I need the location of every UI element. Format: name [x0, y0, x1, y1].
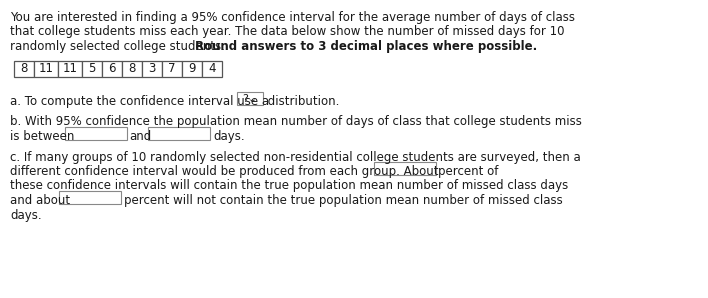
Text: ?⌄: ?⌄ [242, 94, 257, 103]
Text: these confidence intervals will contain the true population mean number of misse: these confidence intervals will contain … [10, 179, 569, 193]
Text: You are interested in finding a 95% confidence interval for the average number o: You are interested in finding a 95% conf… [10, 11, 575, 24]
Bar [82, 60, 102, 77]
Text: randomly selected college students.: randomly selected college students. [10, 40, 229, 53]
Text: that college students miss each year. The data below show the number of missed d: that college students miss each year. Th… [10, 26, 564, 38]
Bar [102, 60, 122, 77]
Text: different confidence interval would be produced from each group. About: different confidence interval would be p… [10, 165, 438, 178]
Text: 7: 7 [169, 62, 176, 75]
Text: distribution.: distribution. [263, 95, 339, 108]
Bar [148, 127, 210, 140]
Text: 11: 11 [62, 62, 77, 75]
Text: 3: 3 [148, 62, 156, 75]
Text: c. If many groups of 10 randomly selected non-residential college students are s: c. If many groups of 10 randomly selecte… [10, 150, 581, 164]
Text: days.: days. [10, 209, 42, 221]
Bar [236, 92, 263, 105]
Text: days.: days. [213, 130, 244, 143]
Text: 8: 8 [21, 62, 28, 75]
Bar [142, 60, 162, 77]
Text: and about: and about [10, 194, 70, 207]
Text: 8: 8 [128, 62, 136, 75]
Text: a. To compute the confidence interval use a: a. To compute the confidence interval us… [10, 95, 273, 108]
Bar [58, 60, 82, 77]
Bar [202, 60, 222, 77]
Text: 6: 6 [108, 62, 115, 75]
Bar [59, 191, 121, 204]
Text: and: and [130, 130, 152, 143]
Text: percent will not contain the true population mean number of missed class: percent will not contain the true popula… [125, 194, 563, 207]
Text: Round answers to 3 decimal places where possible.: Round answers to 3 decimal places where … [195, 40, 537, 53]
Bar [162, 60, 182, 77]
Bar [14, 60, 34, 77]
Bar [64, 127, 127, 140]
Text: b. With 95% confidence the population mean number of days of class that college : b. With 95% confidence the population me… [10, 116, 582, 128]
Bar [34, 60, 58, 77]
Text: 9: 9 [188, 62, 195, 75]
Text: 5: 5 [88, 62, 96, 75]
Bar [374, 162, 435, 175]
Text: is between: is between [10, 130, 74, 143]
Text: percent of: percent of [438, 165, 499, 178]
Text: 11: 11 [38, 62, 54, 75]
Text: 4: 4 [208, 62, 216, 75]
Bar [182, 60, 202, 77]
Bar [122, 60, 142, 77]
